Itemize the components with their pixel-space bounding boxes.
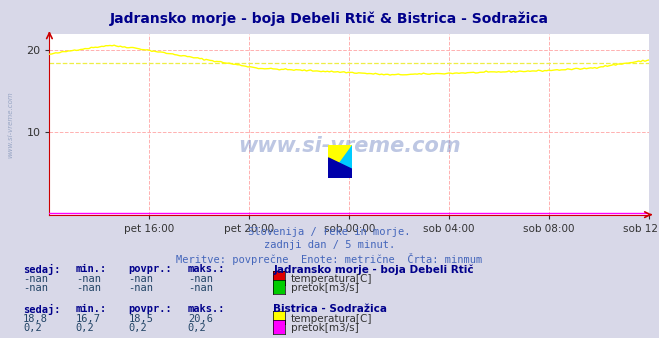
Text: -nan: -nan (129, 274, 154, 284)
Polygon shape (328, 145, 353, 178)
Text: pretok[m3/s]: pretok[m3/s] (291, 323, 358, 333)
Text: 0,2: 0,2 (76, 323, 94, 333)
Text: Meritve: povprečne  Enote: metrične  Črta: minmum: Meritve: povprečne Enote: metrične Črta:… (177, 253, 482, 265)
Text: temperatura[C]: temperatura[C] (291, 274, 372, 284)
Text: 0,2: 0,2 (129, 323, 147, 333)
Text: www.si-vreme.com: www.si-vreme.com (7, 91, 13, 158)
Polygon shape (328, 145, 353, 178)
Text: 20,6: 20,6 (188, 314, 213, 324)
Text: zadnji dan / 5 minut.: zadnji dan / 5 minut. (264, 240, 395, 250)
Text: maks.:: maks.: (188, 304, 225, 314)
Text: 0,2: 0,2 (23, 323, 42, 333)
Text: www.si-vreme.com: www.si-vreme.com (238, 136, 461, 156)
Text: 18,5: 18,5 (129, 314, 154, 324)
Text: maks.:: maks.: (188, 264, 225, 274)
Text: pretok[m3/s]: pretok[m3/s] (291, 283, 358, 293)
Text: -nan: -nan (129, 283, 154, 293)
Text: 18,8: 18,8 (23, 314, 48, 324)
Text: -nan: -nan (23, 283, 48, 293)
Polygon shape (328, 158, 353, 178)
Text: Jadransko morje - boja Debeli Rtič: Jadransko morje - boja Debeli Rtič (273, 264, 474, 275)
Text: -nan: -nan (188, 274, 213, 284)
Text: -nan: -nan (188, 283, 213, 293)
Text: 0,2: 0,2 (188, 323, 206, 333)
Text: Slovenija / reke in morje.: Slovenija / reke in morje. (248, 227, 411, 237)
Text: temperatura[C]: temperatura[C] (291, 314, 372, 324)
Text: Jadransko morje - boja Debeli Rtič & Bistrica - Sodražica: Jadransko morje - boja Debeli Rtič & Bis… (110, 12, 549, 26)
Text: povpr.:: povpr.: (129, 304, 172, 314)
Text: -nan: -nan (76, 283, 101, 293)
Text: -nan: -nan (23, 274, 48, 284)
Text: sedaj:: sedaj: (23, 264, 61, 275)
Text: min.:: min.: (76, 304, 107, 314)
Text: povpr.:: povpr.: (129, 264, 172, 274)
Text: min.:: min.: (76, 264, 107, 274)
Text: -nan: -nan (76, 274, 101, 284)
Text: 16,7: 16,7 (76, 314, 101, 324)
Text: Bistrica - Sodražica: Bistrica - Sodražica (273, 304, 387, 314)
Text: sedaj:: sedaj: (23, 304, 61, 315)
